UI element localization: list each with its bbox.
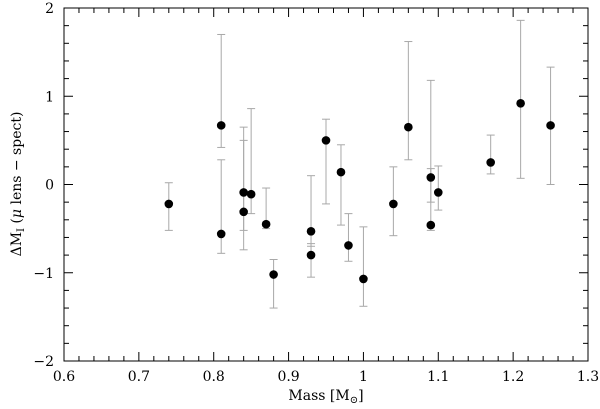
x-tick-label: 1.3 <box>577 369 599 385</box>
y-tick-label: 0 <box>45 178 54 194</box>
x-axis-title: Mass [M⊙] <box>288 388 363 406</box>
axis-ticks <box>63 7 589 362</box>
x-tick-label: 1.2 <box>502 369 524 385</box>
error-bars <box>164 19 555 309</box>
data-point <box>426 173 436 182</box>
data-point <box>164 199 174 209</box>
x-tick-label: 0.8 <box>203 369 225 385</box>
data-point <box>359 274 368 284</box>
data-point <box>306 250 316 260</box>
x-tick-label: 1 <box>359 369 368 385</box>
x-tick-label: 0.7 <box>128 369 150 385</box>
data-point <box>426 220 436 230</box>
data-point <box>306 226 316 236</box>
data-point <box>321 136 331 145</box>
y-tick-label: 1 <box>45 89 54 105</box>
data-point <box>239 188 248 197</box>
data-point <box>239 207 248 217</box>
y-axis-title: ΔMI (μ lens − spect) <box>9 112 27 257</box>
data-point <box>216 229 226 239</box>
data-points <box>164 99 555 284</box>
data-point <box>216 121 226 130</box>
data-point <box>404 122 413 132</box>
x-tick-label: 0.6 <box>53 369 75 385</box>
data-point <box>546 121 555 130</box>
x-tick-labels: 0.6 0.7 0.8 0.9 1 1.1 1.2 1.3 <box>53 369 599 385</box>
x-tick-label: 1.1 <box>427 369 449 385</box>
data-point <box>336 167 346 177</box>
data-point <box>269 270 278 279</box>
y-tick-label: −2 <box>33 354 54 370</box>
data-point <box>246 189 256 199</box>
data-point <box>344 241 353 250</box>
data-point <box>516 99 525 108</box>
data-point <box>261 219 271 229</box>
y-tick-labels: −2 −1 0 1 2 <box>33 1 54 370</box>
data-point <box>433 188 443 197</box>
x-tick-label: 0.9 <box>277 369 299 385</box>
y-tick-label: −1 <box>33 266 54 282</box>
y-tick-label: 2 <box>45 1 54 17</box>
data-point <box>486 158 495 167</box>
data-point <box>389 199 398 209</box>
